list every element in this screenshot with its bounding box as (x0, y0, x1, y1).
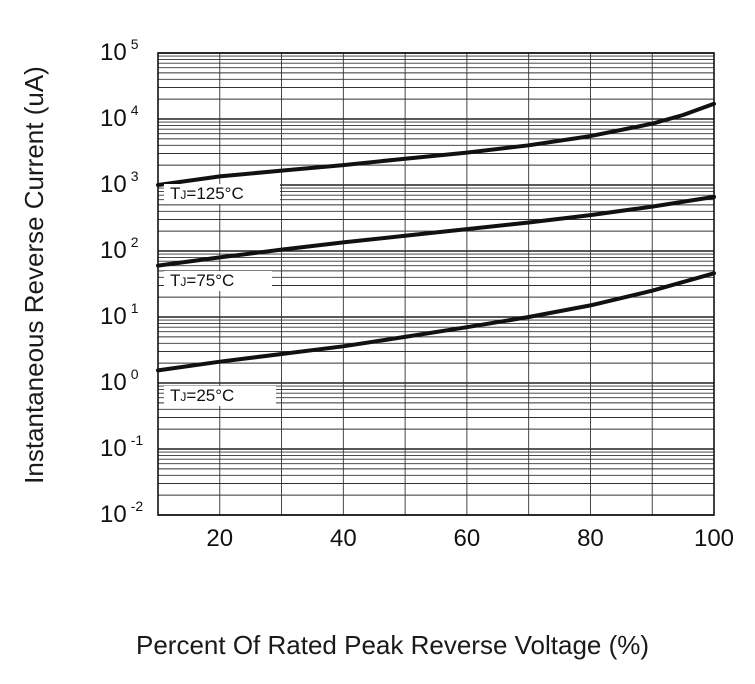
x-axis-title: Percent Of Rated Peak Reverse Voltage (%… (136, 630, 650, 660)
y-axis-title: Instantaneous Reverse Current (uA) (19, 66, 49, 484)
y-tick-label: 10 -1 (100, 432, 143, 462)
y-tick-label: 10 4 (100, 102, 139, 132)
x-tick-label: 80 (577, 525, 604, 552)
x-axis-ticks: 20 40 60 80 100 (206, 525, 734, 552)
x-tick-label: 40 (330, 525, 357, 552)
x-tick-label: 60 (454, 525, 481, 552)
y-tick-label: 10 2 (100, 234, 139, 264)
series-label: TJ=125°C (170, 184, 244, 203)
x-tick-label: 20 (206, 525, 233, 552)
series-label-bg (164, 386, 276, 406)
series-label: TJ=75°C (170, 271, 234, 290)
y-tick-label: 10 0 (100, 366, 139, 396)
plot-frame (157, 52, 715, 516)
chart-curves (156, 101, 716, 373)
chart-series-labels: TJ=125°C TJ=75°C TJ=25°C (164, 184, 280, 406)
series-line (156, 194, 716, 268)
y-tick-label: 10 5 (100, 36, 139, 66)
x-tick-label: 100 (694, 525, 734, 552)
series-line (156, 101, 716, 187)
y-tick-label: 10 -2 (100, 498, 143, 528)
series-line (156, 271, 716, 373)
series-label-bg (164, 184, 280, 204)
y-tick-label: 10 1 (100, 300, 139, 330)
series-label: TJ=25°C (170, 386, 234, 405)
y-tick-label: 10 3 (100, 168, 139, 198)
series-label-bg (164, 271, 272, 291)
